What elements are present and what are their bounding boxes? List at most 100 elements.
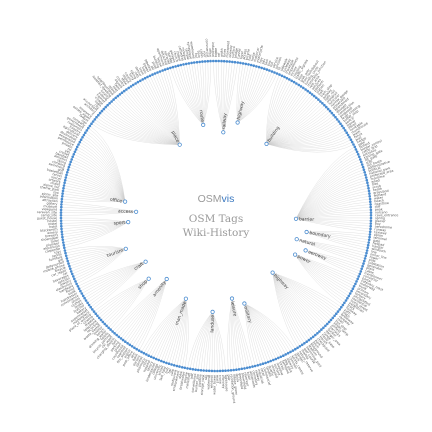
leaf-label[interactable]: winery <box>47 230 58 235</box>
leaf-node[interactable] <box>59 216 63 220</box>
leaf-label[interactable]: width <box>220 48 224 57</box>
leaf-label[interactable]: guest_house <box>37 216 57 220</box>
leaf-node[interactable] <box>221 369 225 373</box>
leaf-node[interactable] <box>369 216 373 220</box>
leaf-node[interactable] <box>239 61 242 65</box>
leaf-label[interactable]: pipeline <box>197 374 202 387</box>
leaf-label[interactable]: water_tower <box>212 374 216 394</box>
leaf-label[interactable]: terraced <box>163 51 171 65</box>
leaf-node[interactable] <box>228 60 231 63</box>
leaf-node[interactable] <box>131 83 135 87</box>
leaf-node[interactable] <box>160 359 163 363</box>
leaf-node[interactable] <box>343 129 347 132</box>
leaf-node[interactable] <box>148 74 152 78</box>
leaf-label[interactable]: surface <box>231 46 236 58</box>
leaf-label[interactable]: silo <box>204 375 208 381</box>
leaf-label[interactable]: taxiway <box>374 230 387 235</box>
leaf-node[interactable] <box>182 63 185 66</box>
leaf-label[interactable]: climbing <box>52 160 66 168</box>
leaf-label[interactable]: cinema <box>82 315 94 325</box>
leaf-label[interactable]: shoemaker <box>41 236 60 242</box>
leaf-node[interactable] <box>334 115 337 119</box>
inner-node-label[interactable]: place <box>170 130 181 144</box>
leaf-label[interactable]: town <box>94 99 102 107</box>
leaf-node[interactable] <box>93 118 97 121</box>
leaf-label[interactable]: commercial <box>262 367 271 386</box>
leaf-label[interactable]: primary <box>357 286 370 295</box>
leaf-node[interactable] <box>102 107 106 111</box>
leaf-node[interactable] <box>222 59 226 63</box>
leaf-label[interactable]: theatre <box>84 317 96 328</box>
leaf-label[interactable]: vineyard <box>270 364 279 378</box>
leaf-label[interactable]: crossing <box>292 65 302 78</box>
leaf-node[interactable] <box>353 145 357 149</box>
leaf-node[interactable] <box>280 74 284 78</box>
leaf-node[interactable] <box>357 275 361 278</box>
leaf-node[interactable] <box>263 67 266 70</box>
inner-node[interactable] <box>293 216 299 221</box>
leaf-label[interactable]: pipeline <box>144 59 153 72</box>
leaf-node[interactable] <box>77 143 80 146</box>
leaf-node[interactable] <box>218 369 222 373</box>
leaf-node[interactable] <box>331 316 335 320</box>
leaf-label[interactable]: theme_park <box>40 185 60 192</box>
leaf-node[interactable] <box>277 356 280 360</box>
leaf-label[interactable]: bicycle <box>245 49 251 61</box>
leaf-node[interactable] <box>282 354 285 358</box>
leaf-node[interactable] <box>190 61 193 65</box>
leaf-label[interactable]: power <box>142 62 150 73</box>
leaf-node[interactable] <box>65 257 69 260</box>
leaf-label[interactable]: taxi <box>264 58 270 65</box>
leaf-label[interactable]: grass <box>235 373 240 382</box>
leaf-node[interactable] <box>207 369 211 373</box>
leaf-node[interactable] <box>342 126 346 130</box>
leaf-node[interactable] <box>94 312 97 316</box>
leaf-node[interactable] <box>332 113 336 117</box>
leaf-node[interactable] <box>111 330 114 333</box>
leaf-label[interactable]: square <box>114 78 124 89</box>
leaf-label[interactable]: fast_food <box>159 366 167 381</box>
leaf-node[interactable] <box>69 267 72 271</box>
leaf-node[interactable] <box>274 357 278 361</box>
leaf-label[interactable]: toll_booth <box>366 159 382 168</box>
leaf-label[interactable]: gate <box>373 238 381 243</box>
leaf-node[interactable] <box>64 251 67 255</box>
leaf-label[interactable]: chimney <box>221 375 226 389</box>
leaf-label[interactable]: grassland <box>373 189 389 195</box>
leaf-node[interactable] <box>350 140 354 144</box>
leaf-label[interactable]: allotments <box>249 371 257 389</box>
leaf-label[interactable]: roof <box>202 51 206 58</box>
leaf-label[interactable]: chapel <box>176 50 182 61</box>
leaf-node[interactable] <box>101 320 105 324</box>
leaf-node[interactable] <box>83 296 86 300</box>
leaf-node[interactable] <box>316 332 319 335</box>
leaf-node[interactable] <box>360 160 363 164</box>
leaf-node[interactable] <box>257 65 261 69</box>
leaf-label[interactable]: doctors <box>132 354 141 367</box>
leaf-label[interactable]: cycleway <box>282 58 292 73</box>
inner-node-label[interactable]: power <box>296 254 311 266</box>
leaf-node[interactable] <box>229 369 233 372</box>
leaf-label[interactable]: basketball <box>46 168 63 176</box>
leaf-node[interactable] <box>344 299 348 302</box>
leaf-label[interactable]: pole <box>368 258 376 264</box>
leaf-label[interactable]: hut <box>194 53 199 59</box>
leaf-node[interactable] <box>356 277 360 281</box>
leaf-label[interactable]: cliff <box>375 205 382 209</box>
leaf-node[interactable] <box>356 153 360 156</box>
leaf-node[interactable] <box>67 262 70 265</box>
leaf-label[interactable]: pitch <box>312 340 320 349</box>
leaf-label[interactable]: bus <box>266 59 272 66</box>
leaf-node[interactable] <box>333 314 336 318</box>
leaf-label[interactable]: it <box>91 112 96 117</box>
leaf-node[interactable] <box>201 60 204 63</box>
leaf-label[interactable]: railway <box>254 369 261 381</box>
leaf-node[interactable] <box>81 294 85 298</box>
leaf-node[interactable] <box>231 60 234 64</box>
leaf-label[interactable]: administrative <box>367 160 390 171</box>
leaf-label[interactable]: stile <box>365 159 373 165</box>
leaf-node[interactable] <box>227 369 230 372</box>
leaf-label[interactable]: subway <box>322 88 333 100</box>
leaf-node[interactable] <box>87 303 91 307</box>
leaf-node[interactable] <box>95 115 98 119</box>
